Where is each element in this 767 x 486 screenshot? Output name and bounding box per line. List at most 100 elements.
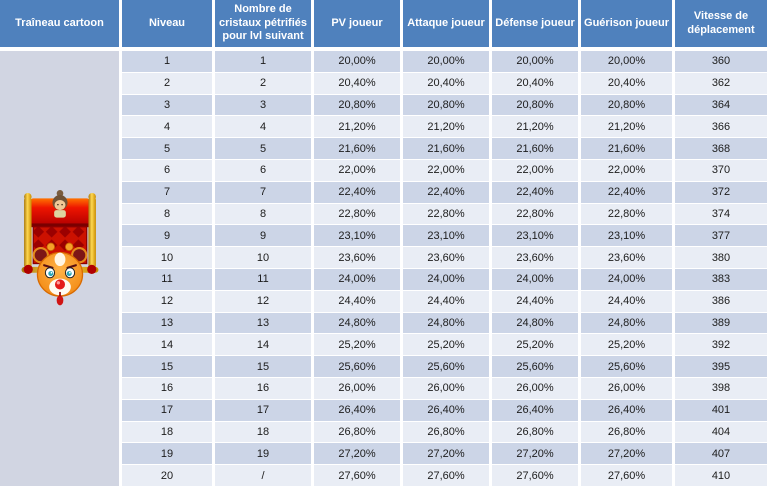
cell-niveau-row-15: 15 bbox=[122, 356, 212, 377]
cell-pv-row-19: 27,20% bbox=[314, 443, 400, 465]
cell-cristaux-row-18: 18 bbox=[215, 421, 311, 443]
cell-niveau-row-4: 4 bbox=[122, 116, 212, 138]
cell-vitesse-row-5: 368 bbox=[675, 138, 767, 159]
cell-cristaux-row-2: 2 bbox=[215, 72, 311, 94]
header-vitesse-deplacement: Vitesse de déplacement bbox=[675, 0, 767, 47]
cell-defense-row-13: 24,80% bbox=[492, 312, 578, 334]
cell-niveau-row-16: 16 bbox=[122, 377, 212, 399]
cell-pv-row-12: 24,40% bbox=[314, 290, 400, 312]
cell-guerison-row-3: 20,80% bbox=[581, 94, 672, 116]
cell-pv-row-2: 20,40% bbox=[314, 72, 400, 94]
cell-attaque-row-4: 21,20% bbox=[403, 116, 489, 138]
cell-attaque-row-14: 25,20% bbox=[403, 334, 489, 356]
cell-vitesse-row-20: 410 bbox=[675, 465, 767, 486]
cell-defense-row-19: 27,20% bbox=[492, 443, 578, 465]
cell-pv-row-16: 26,00% bbox=[314, 377, 400, 399]
cell-guerison-row-10: 23,60% bbox=[581, 247, 672, 268]
header-niveau: Niveau bbox=[122, 0, 212, 47]
cell-vitesse-row-7: 372 bbox=[675, 181, 767, 203]
cell-guerison-row-15: 25,60% bbox=[581, 356, 672, 377]
cell-defense-row-5: 21,60% bbox=[492, 138, 578, 159]
cell-cristaux-row-11: 11 bbox=[215, 268, 311, 290]
cell-guerison-row-6: 22,00% bbox=[581, 159, 672, 181]
cell-guerison-row-20: 27,60% bbox=[581, 465, 672, 486]
cell-niveau-row-7: 7 bbox=[122, 181, 212, 203]
cell-cristaux-row-17: 17 bbox=[215, 399, 311, 421]
cell-pv-row-9: 23,10% bbox=[314, 225, 400, 247]
cell-vitesse-row-18: 404 bbox=[675, 421, 767, 443]
cell-defense-row-3: 20,80% bbox=[492, 94, 578, 116]
cell-attaque-row-17: 26,40% bbox=[403, 399, 489, 421]
cell-cristaux-row-13: 13 bbox=[215, 312, 311, 334]
cell-niveau-row-1: 1 bbox=[122, 51, 212, 72]
cell-cristaux-row-12: 12 bbox=[215, 290, 311, 312]
cell-attaque-row-11: 24,00% bbox=[403, 268, 489, 290]
cell-vitesse-row-12: 386 bbox=[675, 290, 767, 312]
cell-attaque-row-9: 23,10% bbox=[403, 225, 489, 247]
cell-defense-row-17: 26,40% bbox=[492, 399, 578, 421]
cell-vitesse-row-2: 362 bbox=[675, 72, 767, 94]
cell-defense-row-16: 26,00% bbox=[492, 377, 578, 399]
cell-vitesse-row-4: 366 bbox=[675, 116, 767, 138]
cell-niveau-row-10: 10 bbox=[122, 247, 212, 268]
cell-niveau-row-13: 13 bbox=[122, 312, 212, 334]
cell-pv-row-14: 25,20% bbox=[314, 334, 400, 356]
cell-pv-row-17: 26,40% bbox=[314, 399, 400, 421]
cell-cristaux-row-15: 15 bbox=[215, 356, 311, 377]
cell-attaque-row-3: 20,80% bbox=[403, 94, 489, 116]
cell-niveau-row-17: 17 bbox=[122, 399, 212, 421]
cell-vitesse-row-16: 398 bbox=[675, 377, 767, 399]
cell-pv-row-3: 20,80% bbox=[314, 94, 400, 116]
cell-defense-row-8: 22,80% bbox=[492, 203, 578, 225]
cell-pv-row-20: 27,60% bbox=[314, 465, 400, 486]
header-guerison-joueur: Guérison joueur bbox=[581, 0, 672, 47]
cell-vitesse-row-11: 383 bbox=[675, 268, 767, 290]
cell-pv-row-7: 22,40% bbox=[314, 181, 400, 203]
cell-vitesse-row-15: 395 bbox=[675, 356, 767, 377]
cell-cristaux-row-5: 5 bbox=[215, 138, 311, 159]
cell-cristaux-row-16: 16 bbox=[215, 377, 311, 399]
cell-attaque-row-8: 22,80% bbox=[403, 203, 489, 225]
cell-niveau-row-8: 8 bbox=[122, 203, 212, 225]
cell-cristaux-row-8: 8 bbox=[215, 203, 311, 225]
cell-vitesse-row-9: 377 bbox=[675, 225, 767, 247]
cell-vitesse-row-13: 389 bbox=[675, 312, 767, 334]
cell-cristaux-row-10: 10 bbox=[215, 247, 311, 268]
cell-guerison-row-7: 22,40% bbox=[581, 181, 672, 203]
cartoon-sled-image-cell bbox=[0, 51, 119, 486]
header-attaque-joueur: Attaque joueur bbox=[403, 0, 489, 47]
cell-cristaux-row-9: 9 bbox=[215, 225, 311, 247]
cell-defense-row-11: 24,00% bbox=[492, 268, 578, 290]
cell-defense-row-6: 22,00% bbox=[492, 159, 578, 181]
cell-defense-row-4: 21,20% bbox=[492, 116, 578, 138]
cell-defense-row-14: 25,20% bbox=[492, 334, 578, 356]
header-defense-joueur: Défense joueur bbox=[492, 0, 578, 47]
cell-pv-row-15: 25,60% bbox=[314, 356, 400, 377]
cell-niveau-row-20: 20 bbox=[122, 465, 212, 486]
cell-guerison-row-12: 24,40% bbox=[581, 290, 672, 312]
cell-guerison-row-8: 22,80% bbox=[581, 203, 672, 225]
cell-guerison-row-16: 26,00% bbox=[581, 377, 672, 399]
cell-cristaux-row-20: / bbox=[215, 465, 311, 486]
cell-defense-row-12: 24,40% bbox=[492, 290, 578, 312]
cell-niveau-row-12: 12 bbox=[122, 290, 212, 312]
cell-attaque-row-10: 23,60% bbox=[403, 247, 489, 268]
cell-defense-row-20: 27,60% bbox=[492, 465, 578, 486]
cell-guerison-row-17: 26,40% bbox=[581, 399, 672, 421]
cell-guerison-row-13: 24,80% bbox=[581, 312, 672, 334]
cell-niveau-row-6: 6 bbox=[122, 159, 212, 181]
cell-guerison-row-5: 21,60% bbox=[581, 138, 672, 159]
cell-attaque-row-16: 26,00% bbox=[403, 377, 489, 399]
cell-pv-row-5: 21,60% bbox=[314, 138, 400, 159]
cell-vitesse-row-6: 370 bbox=[675, 159, 767, 181]
cell-pv-row-6: 22,00% bbox=[314, 159, 400, 181]
cell-attaque-row-1: 20,00% bbox=[403, 51, 489, 72]
cell-cristaux-row-1: 1 bbox=[215, 51, 311, 72]
cell-pv-row-8: 22,80% bbox=[314, 203, 400, 225]
cell-niveau-row-14: 14 bbox=[122, 334, 212, 356]
cell-pv-row-18: 26,80% bbox=[314, 421, 400, 443]
cell-guerison-row-18: 26,80% bbox=[581, 421, 672, 443]
cell-guerison-row-1: 20,00% bbox=[581, 51, 672, 72]
cell-niveau-row-5: 5 bbox=[122, 138, 212, 159]
